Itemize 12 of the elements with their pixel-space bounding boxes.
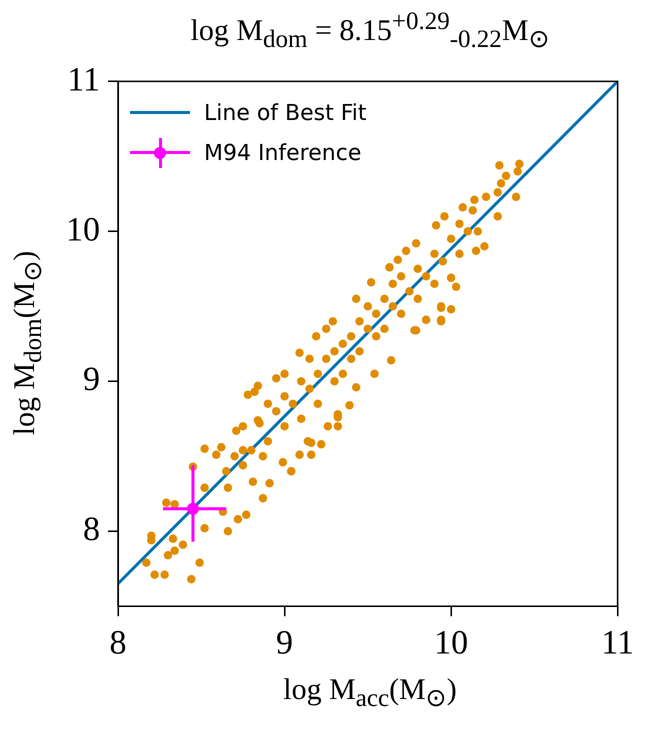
- y-tick-label: 8: [83, 511, 100, 548]
- legend-label: M94 Inference: [204, 140, 362, 166]
- y-tick-label: 10: [66, 211, 100, 248]
- y-tick-label: 9: [83, 361, 100, 398]
- x-tick-label: 9: [276, 624, 294, 662]
- legend-label: Line of Best Fit: [204, 100, 367, 126]
- x-axis-title: log M$_{acc}$(M$_{⊙}$): [282, 673, 458, 714]
- x-tick-label: 11: [601, 624, 634, 662]
- chart-title: log M$_{dom}$ = 8.15$^{+0.29}$$_{-0.22}$M$_{⊙}$: [189, 8, 550, 53]
- x-tick-label: 10: [434, 624, 468, 662]
- x-tick-label: 8: [110, 624, 126, 662]
- y-tick-label: 11: [67, 61, 100, 98]
